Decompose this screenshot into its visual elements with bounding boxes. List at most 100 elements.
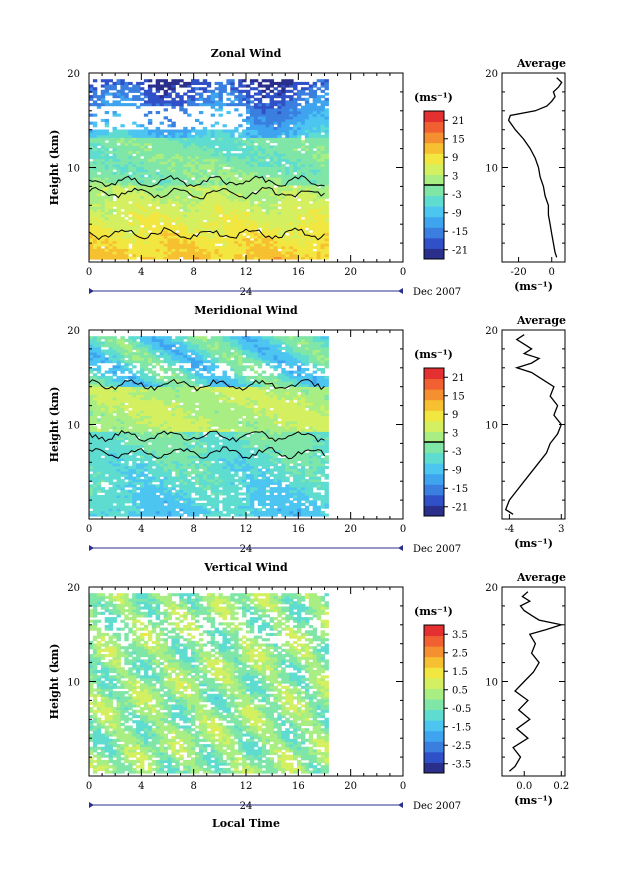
heatmap-cell [108, 185, 113, 189]
heatmap-cell [128, 198, 133, 202]
heatmap-cell [147, 405, 153, 409]
heatmap-cell [151, 402, 157, 406]
heatmap-cell [167, 232, 172, 236]
heatmap-cell [100, 452, 106, 456]
heatmap-cell [187, 148, 192, 152]
heatmap-cell [163, 150, 168, 154]
x-tick-label: 0 [400, 267, 406, 278]
heatmap-cell [226, 222, 231, 226]
heatmap-cell [304, 100, 310, 104]
heatmap-cell [246, 95, 251, 99]
heatmap-cell [136, 487, 141, 491]
heatmap-cell [120, 156, 125, 160]
heatmap-cell [293, 198, 298, 202]
heatmap-cell [167, 436, 172, 440]
heatmap-cell [234, 89, 239, 93]
heatmap-cell [143, 224, 149, 228]
heatmap-cell [257, 222, 263, 226]
heatmap-cell [163, 100, 168, 104]
heatmap-cell [163, 473, 168, 477]
heatmap-cell [171, 208, 176, 212]
heatmap-cell [140, 468, 145, 472]
heatmap-cell [128, 156, 133, 160]
heatmap-cell [198, 97, 204, 101]
heatmap-cell [234, 87, 239, 91]
heatmap-cell [120, 336, 125, 340]
heatmap-cell [92, 378, 98, 382]
heatmap-cell [234, 211, 239, 215]
heatmap-cell [96, 368, 102, 372]
heatmap-cell [159, 378, 164, 382]
heatmap-cell [257, 108, 263, 112]
heatmap-cell [128, 206, 133, 210]
heatmap-cell [136, 97, 141, 101]
heatmap-cell [124, 497, 129, 501]
heatmap-cell [108, 489, 113, 493]
heatmap-cell [238, 206, 243, 210]
heatmap-cell [312, 163, 318, 167]
heatmap-cell [222, 203, 227, 207]
heatmap-cell [116, 447, 121, 451]
heatmap-cell [183, 171, 188, 175]
heatmap-cell [147, 150, 153, 154]
heatmap-cell [104, 423, 110, 427]
heatmap-cell [136, 418, 141, 422]
heatmap-cell [183, 235, 188, 239]
heatmap-cell [206, 211, 212, 215]
heatmap-cell [92, 391, 98, 395]
heatmap-cell [320, 224, 325, 228]
heatmap-cell [104, 381, 110, 385]
heatmap-cell [297, 219, 302, 223]
heatmap-cell [140, 240, 145, 244]
heatmap-cell [140, 161, 145, 165]
heatmap-cell [214, 211, 219, 215]
heatmap-cell [108, 434, 113, 438]
heatmap-cell [191, 232, 196, 236]
heatmap-cell [92, 362, 98, 366]
heatmap-cell [214, 137, 219, 141]
heatmap-cell [195, 203, 200, 207]
heatmap-cell [159, 513, 164, 517]
heatmap-cell [89, 383, 94, 387]
heatmap-cell [249, 105, 255, 109]
heatmap-cell [92, 357, 98, 361]
heatmap-cell [163, 479, 168, 483]
heatmap-cell [140, 201, 145, 205]
heatmap-cell [285, 222, 290, 226]
heatmap-cell [89, 89, 94, 93]
heatmap-cell [269, 89, 274, 93]
heatmap-cell [116, 368, 121, 372]
heatmap-cell [257, 92, 263, 96]
heatmap-cell [269, 198, 274, 202]
heatmap-cell [171, 185, 176, 189]
heatmap-cell [230, 230, 235, 234]
heatmap-cell [120, 177, 125, 181]
heatmap-cell [96, 473, 102, 477]
heatmap-cell [116, 211, 121, 215]
heatmap-cell [324, 140, 329, 144]
heatmap-cell [112, 373, 117, 377]
heatmap-cell [163, 153, 168, 157]
heatmap-cell [202, 203, 208, 207]
heatmap-cell [92, 134, 98, 138]
heatmap-cell [249, 153, 255, 157]
heatmap-cell [143, 161, 149, 165]
heatmap-cell [226, 253, 231, 257]
heatmap-cell [143, 389, 149, 393]
heatmap-cell [218, 81, 223, 85]
heatmap-cell [132, 452, 137, 456]
heatmap-cell [195, 79, 200, 83]
heatmap-cell [202, 240, 208, 244]
heatmap-cell [238, 166, 243, 170]
heatmap-cell [253, 97, 259, 101]
heatmap-cell [151, 423, 157, 427]
heatmap-cell [324, 251, 329, 255]
heatmap-cell [265, 245, 270, 249]
heatmap-cell [269, 195, 274, 199]
heatmap-cell [147, 201, 153, 205]
heatmap-cell [89, 349, 94, 353]
heatmap-cell [89, 386, 94, 390]
heatmap-cell [297, 124, 302, 128]
heatmap-cell [140, 230, 145, 234]
heatmap-cell [198, 161, 204, 165]
